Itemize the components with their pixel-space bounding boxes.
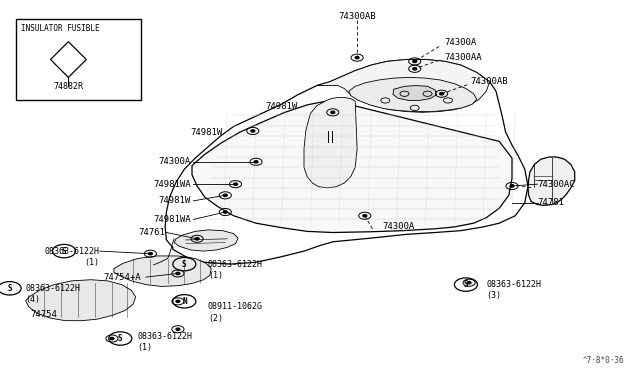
Circle shape (440, 93, 444, 95)
Polygon shape (26, 280, 136, 321)
Circle shape (234, 183, 237, 185)
Text: (4): (4) (26, 295, 40, 304)
Polygon shape (304, 97, 357, 188)
Text: S: S (463, 280, 468, 289)
Text: 74300AB: 74300AB (338, 12, 376, 21)
Circle shape (223, 211, 227, 213)
Text: 08363-6122H: 08363-6122H (44, 247, 99, 256)
Text: 08363-6122H: 08363-6122H (26, 284, 81, 293)
Text: 74781: 74781 (538, 198, 564, 207)
Circle shape (251, 130, 255, 132)
Circle shape (223, 194, 227, 196)
Text: (2): (2) (208, 314, 223, 323)
Text: 74981W: 74981W (266, 102, 298, 110)
Text: S: S (182, 260, 187, 269)
Text: 08363-6122H: 08363-6122H (208, 260, 263, 269)
Circle shape (331, 111, 335, 113)
Text: N: N (182, 297, 187, 306)
Text: 74300A: 74300A (445, 38, 477, 47)
Text: (1): (1) (84, 258, 99, 267)
FancyBboxPatch shape (16, 19, 141, 100)
Circle shape (176, 328, 180, 330)
Polygon shape (114, 256, 211, 286)
Polygon shape (317, 60, 490, 112)
Circle shape (413, 60, 417, 62)
Circle shape (467, 282, 471, 284)
Circle shape (355, 57, 359, 59)
Text: INSULATOR FUSIBLE: INSULATOR FUSIBLE (21, 24, 100, 33)
Text: 74300A: 74300A (383, 222, 415, 231)
Polygon shape (51, 42, 86, 77)
Text: ^7·8*0·36: ^7·8*0·36 (582, 356, 624, 365)
Polygon shape (165, 60, 528, 264)
Text: 74754: 74754 (31, 310, 58, 319)
Circle shape (176, 272, 180, 275)
Text: 74981WA: 74981WA (153, 215, 191, 224)
Circle shape (363, 215, 367, 217)
Circle shape (195, 238, 199, 240)
Circle shape (254, 161, 258, 163)
Text: 08911-1062G: 08911-1062G (208, 302, 263, 311)
Text: S: S (61, 247, 67, 256)
Text: 74300AC: 74300AC (538, 180, 575, 189)
Text: 74761: 74761 (138, 228, 165, 237)
Circle shape (510, 185, 514, 187)
Circle shape (176, 300, 180, 302)
Text: (1): (1) (208, 271, 223, 280)
Text: 74300AB: 74300AB (470, 77, 508, 86)
Polygon shape (174, 230, 238, 251)
Circle shape (110, 337, 114, 340)
Text: 74981W: 74981W (191, 128, 223, 137)
Text: 74981W: 74981W (159, 196, 191, 205)
Polygon shape (528, 157, 575, 205)
Polygon shape (349, 77, 477, 112)
Polygon shape (192, 100, 512, 232)
Text: 74981WA: 74981WA (153, 180, 191, 189)
Circle shape (413, 68, 417, 70)
Text: 74300A: 74300A (159, 157, 191, 166)
Text: 08363-6122H: 08363-6122H (138, 332, 193, 341)
Text: 08363-6122H: 08363-6122H (486, 280, 541, 289)
Circle shape (148, 253, 152, 255)
Text: S: S (118, 334, 123, 343)
Text: (3): (3) (486, 291, 501, 300)
Text: 74882R: 74882R (53, 82, 83, 91)
Text: 74754+A: 74754+A (103, 273, 141, 282)
Text: (1): (1) (138, 343, 152, 352)
Polygon shape (393, 86, 436, 100)
Text: 74300AA: 74300AA (445, 53, 483, 62)
Text: S: S (7, 284, 12, 293)
